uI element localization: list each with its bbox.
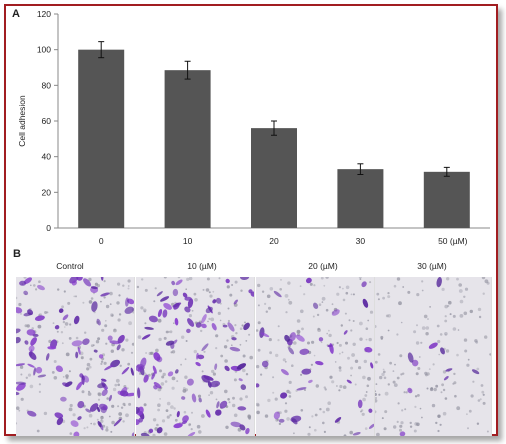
x-tick-label: 0 — [99, 236, 104, 246]
y-tick-label: 20 — [42, 187, 52, 197]
bar — [337, 169, 384, 228]
y-tick-label: 80 — [42, 80, 52, 90]
micrograph-label-30um: 30 (µM) — [417, 261, 447, 271]
micrograph-control — [16, 277, 135, 436]
bar — [78, 49, 125, 228]
micrograph-label-10um: 10 (µM) — [187, 261, 217, 271]
micrograph-label-20um: 20 (µM) — [308, 261, 338, 271]
y-axis-label: Cell adhesion — [17, 95, 27, 147]
x-tick-label: 10 — [183, 236, 193, 246]
bar — [251, 128, 297, 228]
y-tick-label: 0 — [46, 223, 51, 233]
x-tick-label: 30 — [356, 236, 366, 246]
x-tick-label: 20 — [269, 236, 279, 246]
y-tick-label: 120 — [37, 9, 51, 19]
panel-a-label: A — [12, 8, 20, 20]
bar-chart: 0 20 40 60 80 100 120 Cell adhesion 0 10 20 30 50 (µ… — [17, 9, 490, 246]
y-tick-label: 40 — [42, 152, 52, 162]
panel-b-label: B — [13, 248, 21, 260]
bar — [164, 70, 211, 228]
bar — [423, 171, 470, 228]
micrograph-10um — [136, 277, 255, 436]
micrograph-label-control: Control — [56, 261, 84, 271]
y-tick-label: 60 — [42, 116, 52, 126]
micrograph-30um — [375, 277, 492, 436]
y-tick-label: 100 — [37, 45, 51, 55]
x-tick-label: 50 (µM) — [438, 236, 468, 246]
micrograph-20um — [256, 277, 375, 436]
